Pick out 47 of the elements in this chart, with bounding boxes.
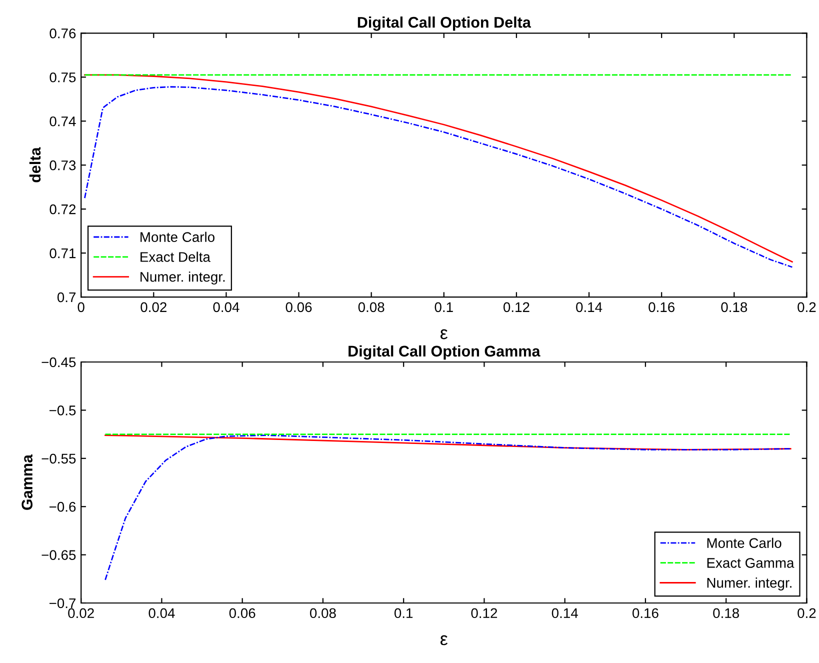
- chart-title: Digital Call Option Gamma: [348, 345, 540, 360]
- x-tick-label: 0.06: [229, 608, 256, 618]
- x-tick-label: 0.12: [471, 608, 498, 618]
- y-tick-label: −0.7: [49, 598, 76, 608]
- x-tick-label: 0.16: [648, 302, 674, 312]
- x-tick-label: 0.2: [798, 608, 816, 618]
- legend-label: Numer. integr.: [140, 272, 225, 285]
- chart-title: Digital Call Option Delta: [358, 16, 532, 31]
- x-tick-label: 0.1: [434, 302, 453, 312]
- line-series: [104, 434, 792, 450]
- legend-label: Exact Gamma: [707, 558, 794, 568]
- x-tick-label: 0.02: [68, 608, 94, 618]
- y-tick-label: 0.7: [57, 292, 76, 302]
- legend-label: Exact Delta: [140, 252, 210, 262]
- x-tick-label: 0.04: [148, 608, 175, 618]
- y-tick-label: 0.72: [50, 204, 76, 214]
- y-tick-label: −0.6: [49, 502, 76, 512]
- x-tick-label: 0.08: [310, 608, 336, 618]
- x-tick-label: 0.12: [503, 302, 530, 312]
- legend-label: Numer. integr.: [707, 578, 792, 590]
- x-tick-label: 0: [78, 302, 84, 312]
- x-tick-label: 0.02: [140, 302, 166, 312]
- y-tick-label: −0.5: [49, 406, 76, 416]
- y-tick-label: −0.55: [42, 454, 76, 464]
- y-tick-label: 0.75: [50, 72, 76, 82]
- y-tick-label: −0.45: [42, 357, 76, 368]
- x-tick-label: 0.08: [358, 302, 384, 312]
- x-tick-label: 0.04: [213, 302, 240, 312]
- x-tick-label: 0.1: [394, 608, 413, 618]
- x-tick-label: 0.14: [552, 608, 578, 618]
- legend-label: Monte Carlo: [707, 538, 782, 548]
- legend-label: Monte Carlo: [140, 232, 214, 242]
- y-tick-label: 0.71: [50, 248, 76, 258]
- x-tick-label: 0.18: [721, 302, 748, 312]
- y-tick-label: 0.73: [50, 160, 76, 170]
- y-tick-label: 0.74: [50, 116, 76, 126]
- y-tick-label: 0.76: [50, 28, 76, 38]
- x-tick-label: 0.2: [798, 302, 816, 312]
- x-tick-label: 0.14: [576, 302, 602, 312]
- x-axis-title: ε: [440, 329, 448, 340]
- x-tick-label: 0.16: [632, 608, 658, 618]
- x-axis-title: ε: [440, 635, 448, 646]
- x-tick-label: 0.18: [713, 608, 739, 618]
- y-tick-label: −0.65: [42, 550, 76, 560]
- y-axis-title: delta: [29, 147, 41, 182]
- x-tick-label: 0.06: [286, 302, 312, 312]
- y-axis-title: Gamma: [22, 454, 33, 510]
